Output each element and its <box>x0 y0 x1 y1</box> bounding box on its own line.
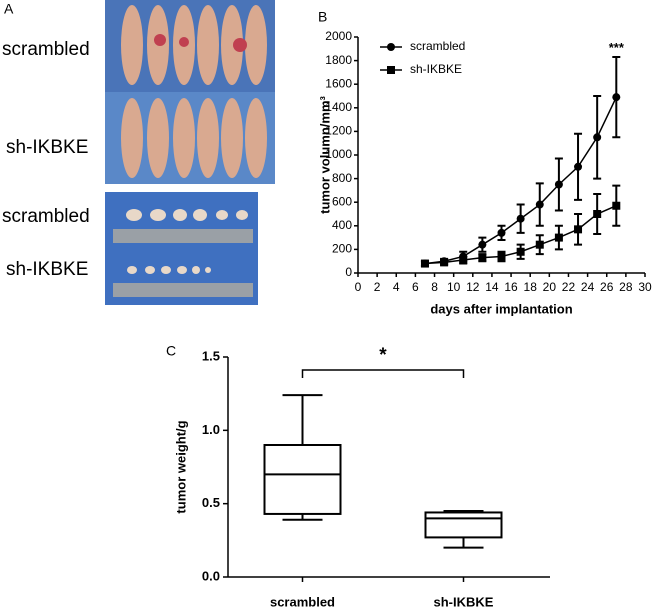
x-tick-label: 10 <box>447 280 461 294</box>
x-tick-label: 26 <box>600 280 614 294</box>
data-point <box>593 210 602 218</box>
y-axis-label: tumor volumn/mm³ <box>317 95 332 213</box>
y-tick-label: 1.5 <box>202 348 220 363</box>
x-tick-label: scrambled <box>270 594 335 609</box>
photo-label: scrambled <box>2 39 90 60</box>
x-tick-label: 12 <box>466 280 480 294</box>
x-tick-label: 2 <box>374 280 381 294</box>
x-tick-label: 6 <box>412 280 419 294</box>
data-point <box>478 253 487 262</box>
y-axis-label: tumor weight/g <box>173 420 188 513</box>
x-tick-label: 22 <box>562 280 576 294</box>
significance-bracket <box>301 369 465 378</box>
data-point <box>554 180 563 189</box>
series-line <box>424 96 617 265</box>
box <box>424 511 503 539</box>
x-tick-label: 0 <box>355 280 362 294</box>
y-tick-label: 0.0 <box>202 568 220 583</box>
x-tick-label: 14 <box>485 280 499 294</box>
data-point <box>497 252 506 261</box>
y-tick-label: 1200 <box>325 124 352 138</box>
photo-label: scrambled <box>2 206 90 227</box>
panel-label: A <box>4 1 14 17</box>
annotation: * <box>379 345 387 366</box>
photo <box>105 192 258 305</box>
y-tick-label: 0 <box>345 265 352 279</box>
legend-marker <box>387 43 395 51</box>
photo-label: sh-IKBKE <box>6 137 88 158</box>
y-tick-label: 600 <box>332 194 352 208</box>
panel-label: C <box>166 343 176 359</box>
legend-marker <box>387 66 395 74</box>
y-tick-label: 2000 <box>325 29 352 43</box>
y-tick-label: 1800 <box>325 53 352 67</box>
x-tick-label: 4 <box>393 280 400 294</box>
data-point <box>554 233 563 242</box>
data-point <box>516 247 525 256</box>
x-tick-label: 8 <box>431 280 438 294</box>
data-point <box>516 214 525 223</box>
annotation: *** <box>609 40 625 55</box>
data-point <box>478 240 487 249</box>
data-point <box>574 162 583 171</box>
y-tick-label: 400 <box>332 218 352 232</box>
data-point <box>535 240 544 249</box>
x-tick-label: sh-IKBKE <box>434 594 494 609</box>
data-point <box>574 225 583 234</box>
photo-label: sh-IKBKE <box>6 259 88 280</box>
y-tick-label: 800 <box>332 171 352 185</box>
data-point <box>612 93 621 102</box>
legend-label: scrambled <box>410 39 465 53</box>
data-point <box>497 228 506 237</box>
x-tick-label: 30 <box>638 280 652 294</box>
x-tick-label: 28 <box>619 280 633 294</box>
data-point <box>420 259 429 268</box>
x-tick-label: 18 <box>524 280 538 294</box>
panel-label: B <box>318 9 327 25</box>
x-tick-label: 16 <box>504 280 518 294</box>
data-point <box>440 258 449 267</box>
y-tick-label: 0.5 <box>202 495 220 510</box>
photo <box>105 0 275 184</box>
data-point <box>612 201 621 210</box>
y-tick-label: 1000 <box>325 147 352 161</box>
x-tick-label: 24 <box>581 280 595 294</box>
y-tick-label: 1.0 <box>202 422 220 437</box>
legend-label: sh-IKBKE <box>410 62 462 76</box>
data-point <box>535 200 544 209</box>
x-tick-label: 20 <box>543 280 557 294</box>
y-tick-label: 200 <box>332 242 352 256</box>
y-tick-label: 1400 <box>325 100 352 114</box>
data-point <box>459 256 468 265</box>
y-tick-label: 1600 <box>325 76 352 90</box>
x-axis-label: days after implantation <box>430 301 572 316</box>
box <box>263 444 342 515</box>
data-point <box>593 133 602 142</box>
